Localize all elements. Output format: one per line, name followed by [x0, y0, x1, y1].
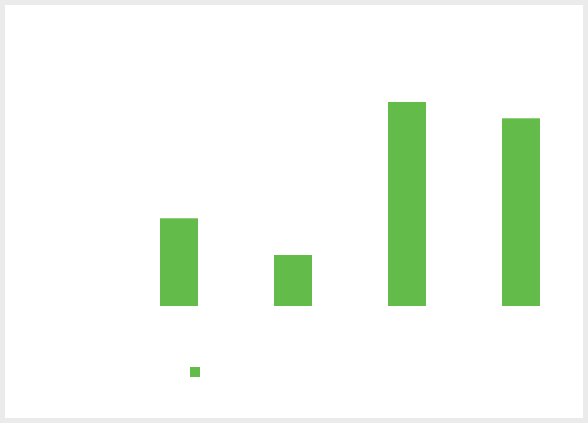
bar-chart — [160, 102, 540, 306]
legend-swatch — [190, 367, 200, 377]
bar-4 — [502, 118, 540, 306]
bar-3 — [388, 102, 426, 306]
bar-2 — [274, 255, 312, 306]
bar-1 — [160, 218, 198, 306]
chart-frame — [5, 5, 583, 418]
legend — [190, 367, 206, 377]
